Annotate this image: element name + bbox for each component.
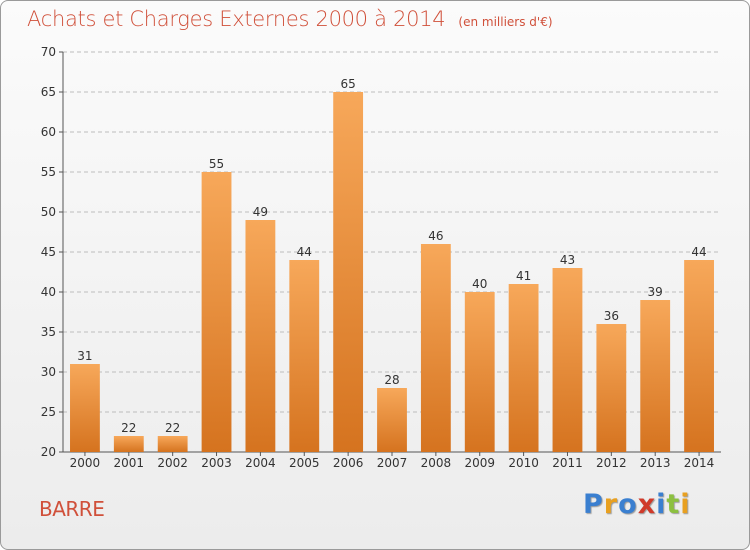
labels: 20 25 30 35 40 45 50 55 60 65 70 31 2000 22 2001 22 2002…: [41, 45, 715, 470]
bar: [552, 268, 583, 452]
logo-letter: r: [603, 489, 619, 520]
y-tick-label: 70: [41, 45, 56, 59]
bar-value-label: 28: [384, 373, 399, 387]
logo-letter: o: [618, 489, 638, 520]
logo-letter: P: [583, 489, 604, 520]
bar-value-label: 22: [121, 421, 136, 435]
proxiti-logo[interactable]: Proxiti: [583, 489, 691, 520]
bar: [333, 92, 364, 452]
bar-value-label: 31: [77, 349, 92, 363]
x-tick-label: 2000: [70, 456, 101, 470]
y-tick-label: 45: [41, 245, 56, 259]
bar: [201, 172, 232, 452]
bars: [70, 92, 714, 452]
commune-name: BARRE: [39, 497, 105, 521]
logo-letter: t: [666, 489, 681, 520]
bar-value-label: 22: [165, 421, 180, 435]
chart-title-block: Achats et Charges Externes 2000 à 2014 (…: [27, 7, 553, 31]
bar-value-label: 46: [428, 229, 443, 243]
y-tick-label: 30: [41, 365, 56, 379]
y-tick-label: 20: [41, 445, 56, 459]
x-tick-label: 2011: [552, 456, 583, 470]
y-tick-label: 50: [41, 205, 56, 219]
bar-value-label: 44: [297, 245, 312, 259]
x-tick-label: 2013: [640, 456, 671, 470]
chart-unit: (en milliers d'€): [458, 15, 553, 29]
bar-value-label: 41: [516, 269, 531, 283]
x-tick-label: 2009: [464, 456, 495, 470]
x-tick-label: 2014: [684, 456, 715, 470]
x-tick-label: 2002: [157, 456, 188, 470]
bar-value-label: 43: [560, 253, 575, 267]
bar: [157, 436, 188, 452]
x-tick-label: 2007: [377, 456, 408, 470]
x-tick-label: 2006: [333, 456, 364, 470]
bar: [70, 364, 100, 452]
y-tick-label: 55: [41, 165, 56, 179]
bar-value-label: 49: [253, 205, 268, 219]
bar-value-label: 65: [340, 77, 355, 91]
logo-letter: x: [637, 489, 657, 520]
logo-letter: i: [656, 489, 667, 520]
y-tick-label: 65: [41, 85, 56, 99]
y-tick-label: 60: [41, 125, 56, 139]
y-tick-label: 35: [41, 325, 56, 339]
x-tick-label: 2004: [245, 456, 276, 470]
bar-value-label: 36: [604, 309, 619, 323]
bar: [245, 220, 276, 452]
bar-value-label: 40: [472, 277, 487, 291]
bar: [596, 324, 627, 452]
bar: [640, 300, 671, 452]
bar: [377, 388, 407, 452]
bar: [420, 244, 451, 452]
bar-value-label: 44: [691, 245, 706, 259]
x-tick-label: 2010: [508, 456, 539, 470]
y-tick-label: 25: [41, 405, 56, 419]
bar: [464, 292, 495, 452]
x-tick-label: 2003: [201, 456, 232, 470]
bar-value-label: 39: [648, 285, 663, 299]
x-tick-label: 2012: [596, 456, 627, 470]
bar: [289, 260, 320, 452]
x-tick-label: 2005: [289, 456, 320, 470]
bar-value-label: 55: [209, 157, 224, 171]
x-tick-label: 2008: [421, 456, 452, 470]
chart-title: Achats et Charges Externes 2000 à 2014: [27, 7, 446, 31]
y-tick-label: 40: [41, 285, 56, 299]
bar: [684, 260, 714, 452]
logo-letter: i: [680, 489, 691, 520]
bar: [113, 436, 144, 452]
bar: [508, 284, 539, 452]
x-tick-label: 2001: [114, 456, 145, 470]
